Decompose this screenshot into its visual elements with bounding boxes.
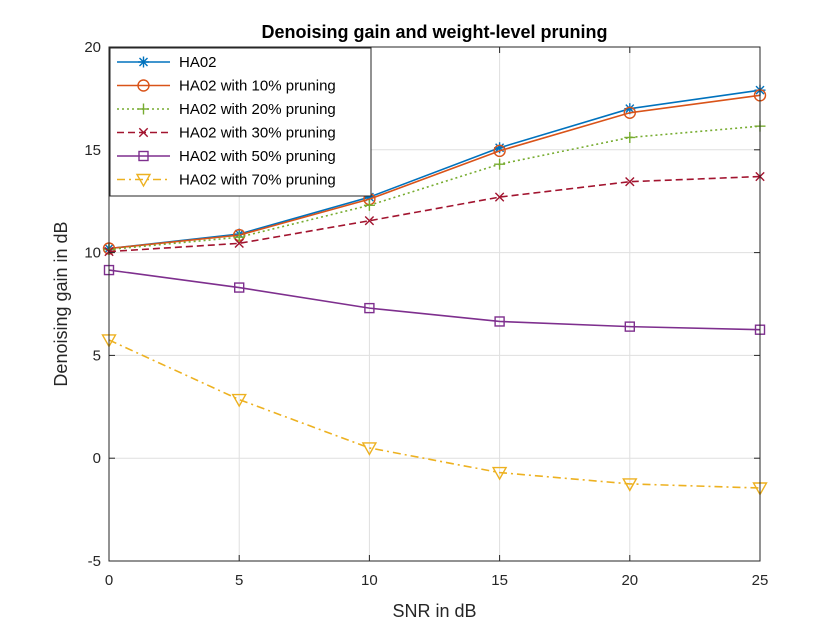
legend-label: HA02 with 30% pruning	[179, 125, 336, 142]
data-point	[494, 192, 505, 202]
legend-label: HA02 with 10% pruning	[179, 78, 336, 95]
x-tick-label: 0	[105, 572, 113, 589]
legend-marker	[138, 127, 149, 138]
legend-marker	[137, 79, 150, 92]
y-axis-label: Denoising gain in dB	[51, 221, 71, 386]
y-tick-label: 0	[93, 450, 101, 467]
legend-item: HA02	[117, 54, 217, 71]
legend-label: HA02 with 20% pruning	[179, 101, 336, 118]
data-point	[231, 393, 247, 408]
series-line	[108, 339, 761, 489]
x-tick-label: 15	[491, 572, 508, 589]
legend-item: HA02 with 20% pruning	[117, 101, 336, 118]
data-point	[624, 131, 636, 143]
data-point	[491, 466, 508, 481]
y-tick-label: -5	[88, 553, 101, 570]
legend-item: HA02 with 70% pruning	[117, 172, 336, 189]
data-point	[233, 282, 245, 293]
y-tick-label: 20	[84, 39, 101, 56]
legend-label: HA02	[179, 54, 217, 71]
y-tick-label: 5	[93, 347, 101, 364]
chart-title: Denoising gain and weight-level pruning	[261, 22, 607, 42]
x-tick-label: 5	[235, 572, 243, 589]
data-point	[234, 238, 244, 249]
data-point	[622, 478, 638, 492]
legend-label: HA02 with 70% pruning	[179, 172, 336, 189]
axes-box	[108, 46, 761, 562]
series-line	[108, 269, 761, 331]
x-tick-label: 10	[361, 572, 378, 589]
data-point	[494, 316, 505, 327]
legend-marker	[135, 173, 152, 188]
x-tick-label: 25	[752, 572, 769, 589]
series-5	[103, 264, 766, 335]
data-point	[233, 231, 245, 243]
x-axis-label: SNR in dB	[392, 601, 476, 621]
legend-item: HA02 with 10% pruning	[117, 78, 336, 95]
data-point	[364, 302, 375, 314]
legend-marker	[138, 103, 149, 115]
data-point	[625, 176, 635, 187]
legend-item: HA02 with 30% pruning	[117, 125, 336, 142]
data-point	[364, 216, 375, 226]
legend-label: HA02 with 50% pruning	[179, 148, 336, 165]
legend-marker	[138, 56, 149, 68]
legend: HA02 HA02 with 10% pruning HA02 with 20% p…	[109, 47, 372, 197]
data-point	[624, 321, 635, 332]
series-line	[108, 89, 761, 250]
legend-marker	[138, 150, 149, 162]
legend-box	[109, 47, 372, 197]
y-tick-label: 10	[84, 245, 101, 262]
data-point	[623, 106, 636, 119]
y-tick-label: 15	[84, 142, 101, 159]
x-tick-label: 20	[621, 572, 638, 589]
series-line	[108, 125, 761, 251]
data-point	[494, 158, 506, 170]
data-point	[363, 199, 375, 211]
series-line	[108, 94, 761, 250]
data-point	[361, 442, 378, 456]
series-layer	[101, 84, 768, 496]
legend-item: HA02 with 50% pruning	[117, 148, 336, 165]
data-point	[493, 144, 506, 158]
